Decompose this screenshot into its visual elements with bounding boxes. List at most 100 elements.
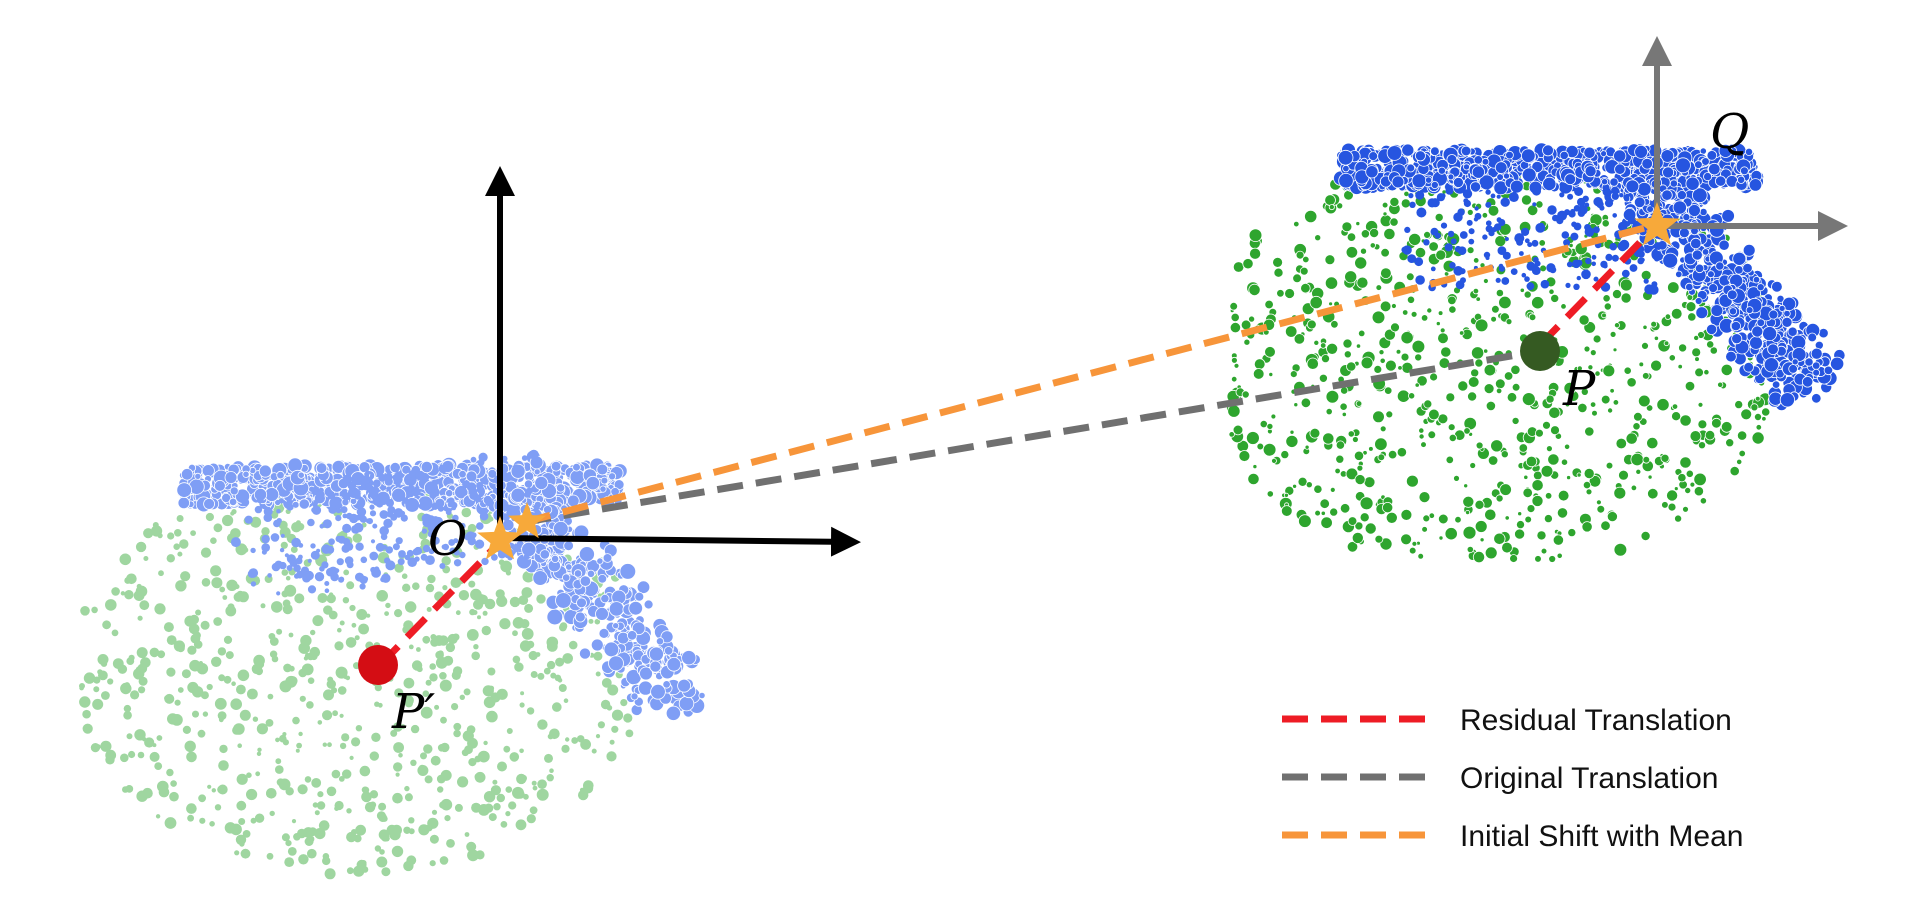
cloud-point — [458, 590, 470, 601]
cloud-point — [1546, 445, 1553, 453]
cloud-point — [1338, 172, 1354, 189]
cloud-point — [1496, 194, 1501, 199]
cloud-point — [306, 701, 314, 709]
cloud-point — [281, 833, 290, 842]
cloud-point — [380, 576, 386, 583]
cloud-point — [261, 534, 270, 544]
cloud-point — [276, 509, 281, 514]
cloud-point — [1466, 208, 1474, 216]
cloud-point — [1653, 335, 1660, 341]
cloud-point — [1510, 268, 1518, 275]
cloud-point — [199, 817, 206, 824]
cloud-point — [1284, 288, 1295, 299]
cloud-point — [1619, 278, 1633, 292]
cloud-point — [1400, 198, 1411, 209]
cloud-point — [1701, 248, 1710, 256]
cloud-point — [487, 667, 496, 676]
cloud-point — [1742, 243, 1756, 257]
cloud-point — [1447, 423, 1456, 432]
cloud-point — [468, 473, 477, 482]
cloud-point — [1660, 453, 1670, 463]
cloud-point — [288, 632, 294, 638]
cloud-point — [483, 696, 496, 709]
cloud-point — [310, 543, 316, 549]
cloud-point — [1771, 380, 1781, 389]
cloud-point — [1391, 175, 1405, 189]
cloud-point — [1675, 157, 1691, 174]
cloud-point — [189, 659, 201, 672]
cloud-point — [1618, 469, 1629, 481]
cloud-point — [1691, 347, 1702, 358]
cloud-point — [1232, 261, 1245, 273]
cloud-point — [1448, 433, 1457, 442]
cloud-point — [431, 502, 439, 510]
cloud-point — [559, 622, 568, 630]
cloud-point — [416, 666, 423, 673]
cloud-point — [209, 821, 215, 827]
cloud-point — [1463, 483, 1469, 489]
cloud-point — [120, 591, 126, 596]
cloud-point — [552, 521, 569, 537]
cloud-point — [483, 740, 488, 746]
cloud-point — [1548, 288, 1555, 295]
cloud-point — [275, 765, 284, 774]
cloud-point — [1400, 533, 1412, 546]
cloud-point — [1519, 287, 1525, 293]
cloud-point — [298, 498, 310, 510]
cloud-point — [1509, 554, 1518, 563]
cloud-point — [1411, 540, 1418, 547]
cloud-point — [1612, 289, 1623, 300]
cloud-point — [356, 609, 368, 620]
cloud-point — [180, 571, 191, 582]
cloud-point — [1243, 338, 1251, 346]
cloud-point — [1694, 263, 1705, 274]
cloud-point — [1320, 510, 1326, 516]
cloud-point — [468, 487, 478, 496]
cloud-point — [1346, 361, 1357, 372]
cloud-point — [340, 506, 348, 514]
cloud-point — [376, 856, 388, 868]
cloud-point — [1495, 387, 1503, 395]
cloud-point — [1519, 251, 1524, 256]
cloud-point — [1637, 257, 1644, 265]
cloud-point — [1632, 422, 1641, 431]
cloud-point — [491, 554, 498, 561]
cloud-point — [1474, 358, 1484, 368]
cloud-point — [1485, 400, 1497, 411]
cloud-point — [1623, 194, 1630, 201]
cloud-point — [1703, 369, 1710, 376]
cloud-point — [1342, 338, 1353, 349]
cloud-point — [82, 709, 91, 719]
cloud-point — [1613, 542, 1628, 557]
cloud-point — [356, 509, 362, 515]
cloud-point — [1435, 249, 1447, 261]
cloud-point — [1369, 227, 1380, 238]
cloud-point — [182, 725, 191, 735]
cloud-point — [462, 480, 471, 489]
cloud-point — [83, 672, 96, 684]
cloud-point — [242, 470, 250, 478]
cloud-point — [154, 603, 166, 615]
cloud-point — [374, 845, 382, 852]
cloud-point — [1532, 256, 1539, 263]
cloud-point — [1695, 306, 1709, 320]
cloud-point — [93, 686, 100, 693]
cloud-point — [192, 710, 199, 718]
cloud-point — [1582, 480, 1592, 490]
cloud-point — [1611, 254, 1619, 262]
cloud-point — [1402, 245, 1412, 255]
cloud-point — [1249, 247, 1262, 260]
cloud-point — [218, 674, 226, 682]
cloud-point — [394, 609, 403, 618]
cloud-point — [1228, 431, 1235, 438]
cloud-point — [266, 788, 277, 799]
cloud-point — [170, 780, 177, 787]
cloud-point — [1576, 472, 1582, 478]
cloud-point — [1638, 394, 1651, 408]
cloud-point — [1701, 157, 1710, 166]
cloud-point — [1466, 219, 1473, 226]
cloud-point — [210, 537, 217, 544]
cloud-point — [1471, 346, 1485, 360]
cloud-point — [562, 573, 571, 582]
cloud-point — [203, 497, 216, 510]
